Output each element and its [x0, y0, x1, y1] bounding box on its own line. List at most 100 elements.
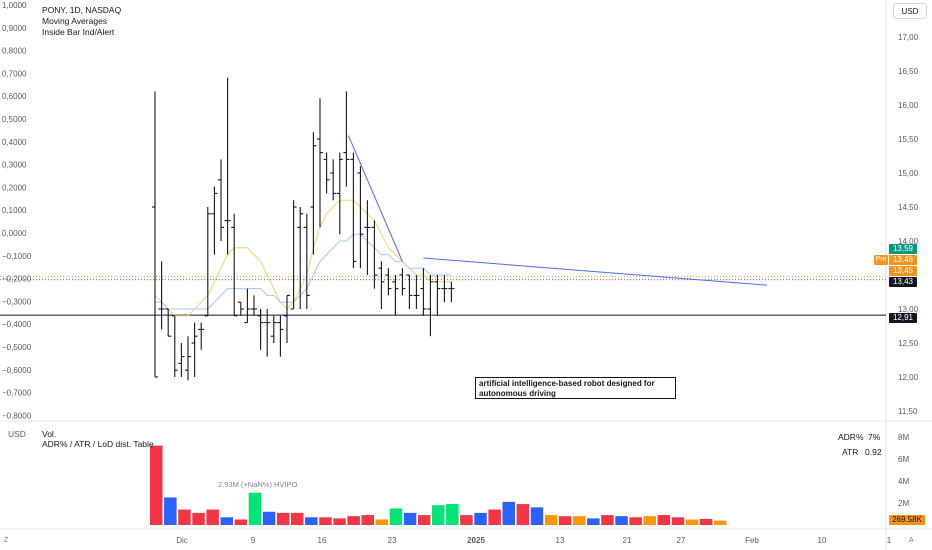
- volume-bar: [206, 509, 219, 525]
- time-axis-label: 1: [887, 536, 892, 545]
- left-axis-label: 0,5000: [2, 115, 27, 124]
- volume-bar: [333, 518, 346, 525]
- volume-bar: [671, 517, 685, 525]
- left-axis-label: −0,1000: [2, 252, 32, 261]
- volume-bar: [319, 517, 332, 525]
- ohlc-bar: [441, 275, 448, 303]
- left-axis-label: 0,9000: [2, 24, 27, 33]
- volume-title[interactable]: Vol.: [42, 429, 57, 439]
- pre-market-label: Pre: [874, 255, 888, 265]
- timezone-icon[interactable]: Z: [4, 537, 9, 544]
- left-axis-label: 0,2000: [2, 183, 27, 192]
- volume-bar: [615, 516, 628, 525]
- ohlc-bar: [204, 207, 211, 317]
- volume-bar: [714, 520, 727, 525]
- volume-bar: [685, 519, 699, 525]
- volume-bar: [629, 517, 642, 525]
- price-axis-label: 15,50: [898, 135, 919, 144]
- left-axis-label: −0,2000: [2, 275, 32, 284]
- price-axis-label: 12,50: [898, 339, 919, 348]
- left-axis-label: 1,0000: [2, 1, 27, 10]
- volume-bar: [361, 515, 374, 525]
- time-axis-label: 13: [556, 536, 565, 545]
- ohlc-bar: [178, 343, 185, 377]
- volume-bar: [164, 497, 177, 525]
- ohlc-bar: [413, 275, 420, 309]
- ohlc-bar: [270, 315, 277, 343]
- ohlc-bar: [211, 186, 218, 255]
- auto-scale-icon[interactable]: A: [909, 537, 914, 544]
- ohlc-bar: [427, 275, 434, 337]
- ohlc-bar: [330, 159, 337, 201]
- volume-axis-label: 4M: [898, 477, 909, 486]
- trendline-2: [423, 257, 768, 286]
- price-axis-label: 12,00: [898, 373, 919, 382]
- ohlc-bar: [277, 315, 284, 357]
- ohlc-bar: [317, 98, 323, 228]
- time-axis-label: Feb: [745, 536, 759, 545]
- volume-bar: [150, 445, 163, 525]
- ohlc-bar: [399, 268, 406, 296]
- volume-bar: [347, 516, 360, 525]
- volume-bar: [375, 519, 389, 525]
- price-axis-label: 16,50: [898, 67, 919, 76]
- price-tag-support: 12,91: [889, 313, 917, 323]
- atr-value: 0.92: [865, 447, 882, 457]
- time-axis-label: 16: [318, 536, 327, 545]
- left-axis-label: 0,8000: [2, 47, 27, 56]
- ohlc-bar: [378, 261, 385, 309]
- left-axis-label: 0,0000: [2, 229, 27, 238]
- time-axis-label: 10: [818, 536, 827, 545]
- left-axis-label: −0,8000: [2, 411, 32, 420]
- adr-label: ADR%: [838, 432, 864, 442]
- currency-button[interactable]: USD: [893, 3, 927, 19]
- price-axis-label: 14,00: [898, 237, 919, 246]
- left-axis-label: 0,6000: [2, 92, 27, 101]
- volume-bar: [488, 509, 501, 525]
- volume-bar: [474, 512, 487, 525]
- volume-bar: [657, 515, 671, 525]
- ohlc-bar: [191, 322, 198, 377]
- time-axis-label: 2025: [467, 536, 485, 545]
- volume-bar: [544, 515, 558, 525]
- volume-last-tag: 269.58K: [889, 515, 925, 525]
- time-axis-label: 23: [388, 536, 397, 545]
- volume-bar: [248, 492, 262, 525]
- price-tag-close: 13,43: [889, 277, 917, 287]
- ohlc-bar: [152, 91, 158, 378]
- price-axis-label: 13,00: [898, 305, 919, 314]
- left-axis-label: 0,4000: [2, 138, 27, 147]
- ohlc-bar: [364, 200, 371, 275]
- volume-bar: [291, 512, 304, 525]
- volume-bar: [234, 519, 248, 525]
- atr-label: ATR: [842, 447, 859, 457]
- indicator-inside-bar[interactable]: Inside Bar Ind/Alert: [42, 27, 115, 37]
- ohlc-bar: [158, 261, 165, 330]
- ohlc-bar: [218, 159, 224, 241]
- ohlc-bar: [448, 281, 455, 303]
- text-annotation[interactable]: artificial intelligence-based robot desi…: [475, 377, 676, 399]
- price-axis-label: 11,50: [898, 407, 918, 416]
- ohlc-bar: [406, 274, 413, 309]
- left-axis-label: 0,1000: [2, 206, 27, 215]
- ohlc-bar: [198, 322, 205, 350]
- ohlc-bar: [290, 200, 297, 310]
- ohlc-bar: [303, 213, 310, 309]
- left-axis-label: 0,3000: [2, 161, 27, 170]
- indicator-moving-averages[interactable]: Moving Averages: [42, 16, 108, 26]
- ohlc-bar: [237, 301, 244, 316]
- volume-bar: [601, 515, 614, 525]
- volume-subtitle[interactable]: ADR% / ATR / LoD dist. Table: [42, 439, 154, 449]
- ohlc-bar: [231, 213, 238, 317]
- ohlc-bar: [357, 166, 364, 269]
- volume-bar: [558, 516, 572, 525]
- ohlc-bar: [310, 132, 317, 255]
- volume-currency: USD: [8, 429, 26, 439]
- left-axis-label: −0,3000: [2, 297, 32, 306]
- price-axis-label: 15,00: [898, 169, 919, 178]
- ohlc-bar: [420, 268, 427, 316]
- ohlc-bar: [165, 308, 172, 337]
- price-axis-label: 16,00: [898, 101, 919, 110]
- adr-value: 7%: [868, 432, 881, 442]
